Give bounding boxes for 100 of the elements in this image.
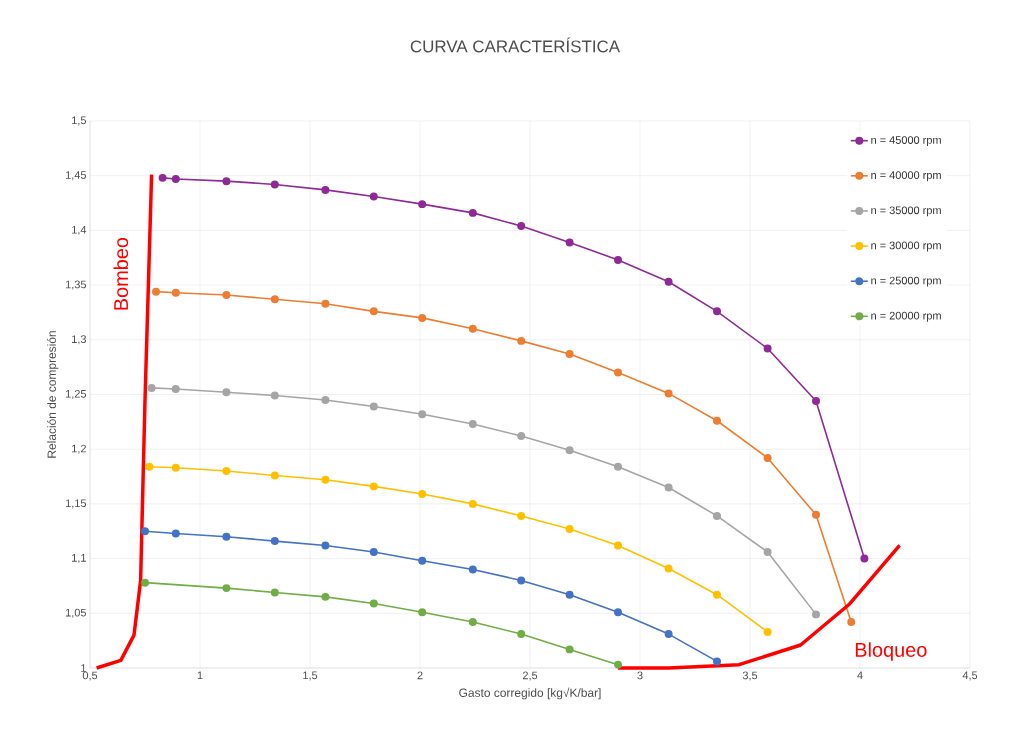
point	[713, 307, 721, 316]
annotation: Bloqueo	[855, 642, 927, 661]
point	[222, 177, 231, 186]
point	[147, 383, 156, 392]
point	[222, 467, 231, 476]
point	[517, 432, 526, 441]
point	[369, 482, 378, 491]
point	[565, 350, 574, 358]
point	[517, 630, 526, 639]
legend-label: n = 40000 rpm	[871, 171, 941, 182]
point	[614, 660, 622, 669]
y-tick-label: 1,15	[65, 499, 87, 509]
point	[171, 288, 180, 297]
y-tick-label: 1,35	[65, 280, 87, 290]
point	[468, 420, 477, 429]
point	[565, 645, 574, 654]
point	[713, 590, 721, 599]
point	[270, 180, 279, 189]
point	[664, 630, 673, 639]
point	[418, 410, 427, 419]
point	[713, 511, 721, 520]
point	[614, 541, 622, 550]
point	[664, 483, 673, 492]
legend-label: n = 35000 rpm	[871, 206, 941, 217]
point	[763, 453, 772, 462]
y-axis-title: Relación de compresión	[47, 331, 59, 458]
point	[418, 490, 427, 499]
point	[418, 556, 427, 565]
point	[517, 336, 526, 345]
y-tick-label: 1,05	[65, 608, 87, 618]
point	[418, 200, 427, 209]
point	[270, 295, 279, 304]
point	[171, 463, 180, 472]
point	[847, 618, 856, 627]
point	[369, 402, 378, 411]
point	[860, 554, 869, 563]
point	[145, 462, 154, 471]
point	[565, 446, 574, 455]
point	[664, 389, 673, 398]
point	[565, 525, 574, 534]
y-tick-label: 1,5	[72, 116, 87, 126]
point	[713, 416, 721, 425]
point	[418, 313, 427, 322]
point	[321, 592, 330, 601]
point	[369, 307, 378, 316]
point	[763, 627, 772, 636]
y-tick-label: 1,4	[72, 225, 87, 235]
x-tick-label: 3,5	[742, 671, 758, 681]
point	[171, 385, 180, 393]
x-tick-label: 1	[197, 671, 203, 680]
point	[270, 391, 279, 400]
y-tick-label: 1	[81, 664, 86, 672]
point	[517, 576, 526, 585]
point	[270, 588, 279, 597]
point	[321, 541, 330, 550]
x-tick-label: 4	[857, 671, 863, 680]
point	[565, 238, 574, 247]
legend-label: n = 20000 rpm	[871, 311, 941, 322]
point	[713, 657, 721, 666]
point	[321, 475, 330, 484]
y-tick-label: 1,1	[72, 554, 86, 564]
point	[517, 511, 526, 520]
point	[614, 255, 622, 264]
point	[418, 608, 427, 617]
point	[222, 532, 231, 541]
point	[222, 584, 231, 593]
point	[664, 277, 673, 286]
point	[763, 344, 772, 353]
line-series	[94, 172, 154, 670]
y-tick-label: 1,25	[65, 389, 87, 400]
point	[614, 608, 622, 617]
point	[321, 395, 330, 404]
annotation: Bombeo	[113, 237, 129, 310]
point	[222, 290, 231, 299]
y-tick-label: 1,3	[72, 335, 86, 345]
point	[171, 174, 180, 183]
x-tick-label: 2,5	[522, 671, 538, 681]
point	[517, 222, 526, 230]
point	[270, 537, 279, 546]
y-tick-label: 1,45	[65, 171, 87, 181]
point	[468, 324, 477, 333]
point	[321, 299, 330, 308]
point	[468, 499, 477, 508]
point	[152, 287, 160, 296]
point	[369, 192, 378, 201]
point	[812, 510, 820, 519]
legend-label: n = 25000 rpm	[871, 276, 941, 287]
point	[468, 565, 477, 574]
point	[614, 462, 622, 471]
point	[222, 388, 231, 397]
point	[468, 618, 477, 627]
point	[321, 185, 330, 194]
chart-title: CURVA CARACTERÍSTICA	[410, 37, 621, 53]
point	[369, 599, 378, 608]
x-axis-title: Gasto corregido [kg√K/bar]	[459, 687, 601, 700]
x-tick-label: 3	[637, 671, 643, 680]
point	[664, 564, 673, 573]
point	[158, 173, 167, 182]
x-tick-label: 1,5	[303, 671, 318, 681]
point	[270, 471, 279, 480]
